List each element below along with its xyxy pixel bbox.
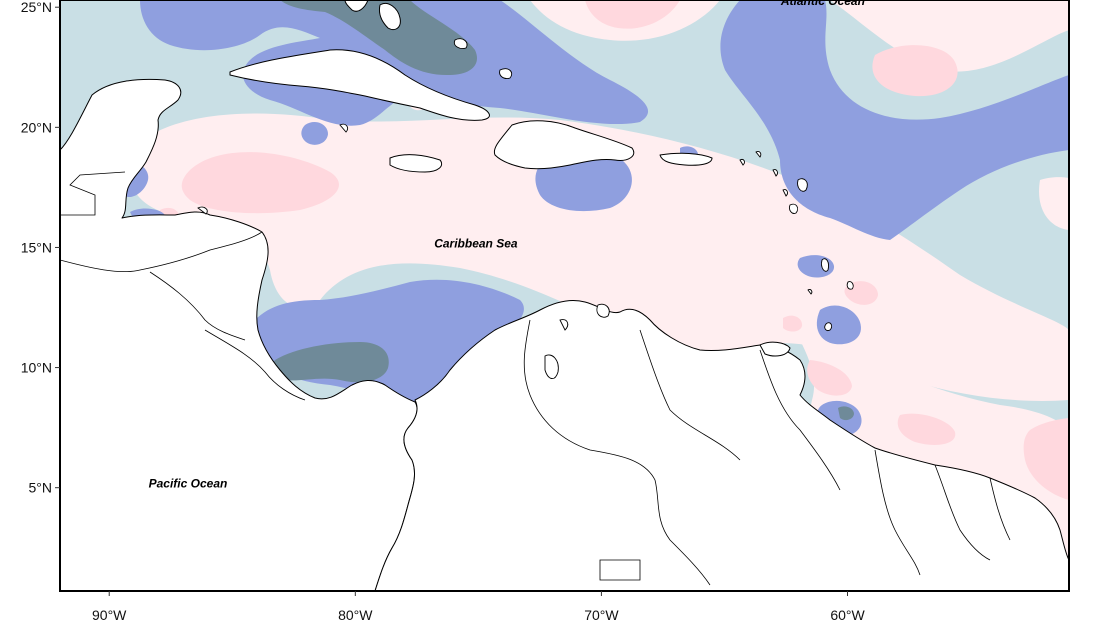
small-islands xyxy=(197,38,854,379)
y-axis: 25°N 20°N 15°N 10°N 5°N xyxy=(21,0,60,496)
caribbean-label: Caribbean Sea xyxy=(434,236,518,250)
panel-frame xyxy=(59,0,1070,592)
x-axis: 90°W 80°W 70°W 60°W xyxy=(92,591,865,623)
x-tick-label: 90°W xyxy=(92,607,127,623)
pacific-label: Pacific Ocean xyxy=(149,477,228,491)
anomaly-dark-teal xyxy=(271,0,854,421)
y-tick-label: 20°N xyxy=(21,119,52,135)
atlantic-label: Atlantic Ocean xyxy=(780,0,865,8)
andros-land xyxy=(379,3,401,31)
place-labels: Atlantic Ocean Caribbean Sea Pacific Ocean xyxy=(149,0,865,491)
anomaly-pink xyxy=(159,0,1069,500)
hispaniola-land xyxy=(493,120,635,170)
florida-tip xyxy=(344,0,369,12)
y-tick-label: 15°N xyxy=(21,239,52,255)
puerto-rico-land xyxy=(659,152,713,166)
cuba-land xyxy=(229,49,490,121)
jamaica-land xyxy=(389,154,443,173)
country-borders xyxy=(60,171,1011,586)
x-tick-label: 70°W xyxy=(584,607,619,623)
x-tick-label: 60°W xyxy=(830,607,865,623)
trinidad-land xyxy=(759,341,791,357)
x-tick-label: 80°W xyxy=(338,607,373,623)
y-tick-label: 5°N xyxy=(29,480,53,496)
y-tick-label: 10°N xyxy=(21,360,52,376)
y-tick-label: 25°N xyxy=(21,0,52,15)
